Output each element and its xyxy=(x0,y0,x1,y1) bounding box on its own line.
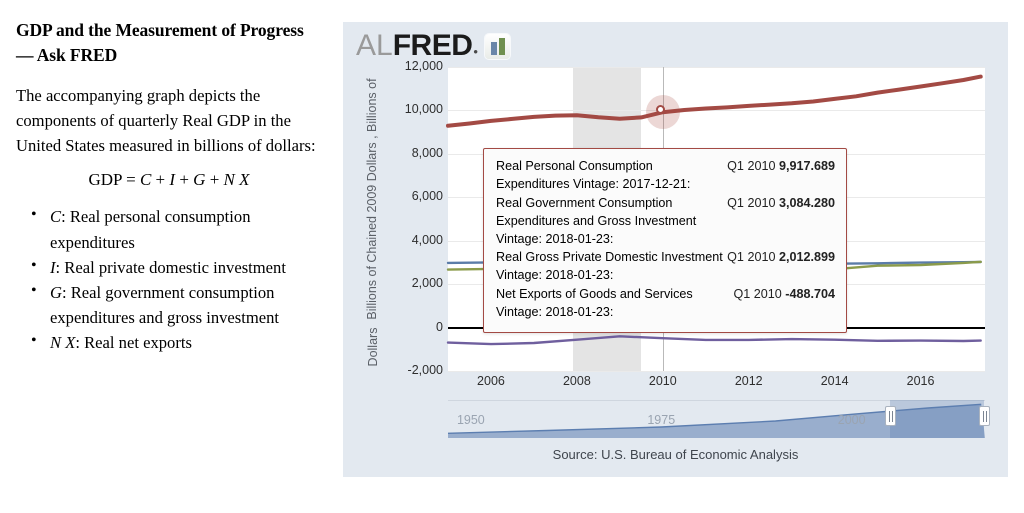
alfred-chart-panel: AL FRED • Billions of Chained 2009 Dolla… xyxy=(343,22,1008,477)
component-symbol: I xyxy=(50,257,56,277)
equation-equals: = xyxy=(126,170,136,190)
tooltip-series-label: Net Exports of Goods and Services Vintag… xyxy=(496,287,693,319)
bar-chart-icon xyxy=(484,33,510,59)
tooltip-period: Q1 2010 xyxy=(733,287,782,302)
gridline xyxy=(448,110,985,112)
x-axis-tick-labels: 2006 2008 2010 2012 2014 2016 xyxy=(448,374,985,394)
registered-mark-icon: • xyxy=(473,44,478,59)
list-item: N X: Real net exports xyxy=(31,329,322,355)
gridline xyxy=(448,67,985,68)
list-item: I: Real private domestic investment xyxy=(31,254,322,280)
alfred-logo[interactable]: AL FRED • xyxy=(356,29,510,63)
x-axis-tick: 2014 xyxy=(820,374,849,388)
tooltip-number: 9,917.689 xyxy=(778,159,835,173)
y-axis-tick-labels: 12,000 10,000 8,000 6,000 4,000 2,000 0 -2,000 xyxy=(343,59,443,377)
navigator-selected-range[interactable] xyxy=(889,400,985,438)
navigator-line xyxy=(448,403,982,434)
tooltip-series-value: Q1 2010 -488.704 xyxy=(733,286,835,322)
y-axis-tick: 6,000 xyxy=(411,189,443,204)
article-paragraph: The accompanying graph depicts the compo… xyxy=(16,85,316,156)
equation-var-g: G xyxy=(193,170,206,190)
page-title: GDP and the Measurement of Progress — As… xyxy=(16,20,304,65)
equation-var-i: I xyxy=(169,170,176,190)
tooltip-period: Q1 2010 xyxy=(727,159,776,173)
x-axis-tick: 2012 xyxy=(734,374,763,388)
article-column: GDP and the Measurement of Progress — As… xyxy=(0,0,336,513)
tooltip-number: 2,012.899 xyxy=(778,250,835,265)
navigator-top-rule xyxy=(448,400,985,401)
series-line xyxy=(446,335,982,346)
navigator-tick: 1975 xyxy=(647,413,676,427)
tooltip-number: -488.704 xyxy=(785,287,835,302)
range-start-handle[interactable] xyxy=(884,406,896,426)
y-axis-tick: 4,000 xyxy=(411,232,443,247)
y-axis-tick: 8,000 xyxy=(411,145,443,160)
component-symbol: G xyxy=(50,283,62,302)
x-axis-tick: 2016 xyxy=(906,374,935,388)
tooltip-series-label: Real Gross Private Domestic Investment V… xyxy=(496,250,723,283)
list-item: G: Real government consumption expenditu… xyxy=(31,279,322,330)
component-text: : Real personal consumption expenditures xyxy=(50,207,251,252)
equation-plus-2: + xyxy=(179,170,189,190)
component-symbol: N X xyxy=(50,333,76,353)
gdp-component-list: C: Real personal consumption expenditure… xyxy=(16,203,322,355)
source-note: Source: U.S. Bureau of Economic Analysis xyxy=(552,447,799,462)
x-axis-tick: 2006 xyxy=(477,374,505,388)
equation-var-nx: N X xyxy=(223,170,250,190)
equation-lhs: GDP xyxy=(88,170,122,190)
tooltip-series-value: Q1 2010 2,012.899 xyxy=(727,249,835,285)
tooltip-series-value: Q1 2010 9,917.689 xyxy=(727,158,835,194)
tooltip-series-label: Real Government Consumption Expenditures… xyxy=(496,195,697,246)
tooltip-row: Real Government Consumption Expenditures… xyxy=(496,195,835,249)
y-axis-tick: -2,000 xyxy=(407,363,443,377)
component-text: : Real private domestic investment xyxy=(55,257,286,277)
equation-plus-3: + xyxy=(209,170,220,190)
list-item: C: Real personal consumption expenditure… xyxy=(31,203,322,254)
tooltip-number: 3,084.280 xyxy=(778,195,835,210)
tooltip-row: Net Exports of Goods and Services Vintag… xyxy=(496,286,835,322)
series-tooltip: Real Personal Consumption Expenditures V… xyxy=(483,148,847,333)
component-symbol: C xyxy=(50,207,62,227)
y-axis-tick: 10,000 xyxy=(404,102,443,117)
y-axis-tick: 0 xyxy=(436,319,443,334)
y-axis-tick: 2,000 xyxy=(411,276,443,291)
tooltip-period: Q1 2010 xyxy=(727,195,776,210)
tooltip-period: Q1 2010 xyxy=(727,250,776,265)
logo-text-fred: FRED xyxy=(392,29,473,62)
tooltip-row: Real Personal Consumption Expenditures V… xyxy=(496,158,835,194)
navigator-area-chart xyxy=(448,403,985,438)
tooltip-row: Real Gross Private Domestic Investment V… xyxy=(496,249,835,285)
gridline xyxy=(448,371,985,372)
gdp-equation: GDP = C + I + G + N X xyxy=(16,170,322,190)
tooltip-series-label: Real Personal Consumption Expenditures V… xyxy=(496,159,691,191)
equation-var-c: C xyxy=(139,170,152,190)
equation-plus-1: + xyxy=(155,170,166,190)
tooltip-series-value: Q1 2010 3,084.280 xyxy=(727,195,835,249)
hover-point-marker[interactable] xyxy=(655,105,665,115)
y-axis-tick: 12,000 xyxy=(404,59,443,73)
x-axis-tick: 2008 xyxy=(562,374,591,388)
navigator-tick: 1950 xyxy=(456,413,485,427)
x-axis-tick: 2010 xyxy=(648,374,677,388)
navigator-tick: 2000 xyxy=(837,413,866,427)
component-text: : Real net exports xyxy=(75,333,192,353)
range-end-handle[interactable] xyxy=(979,406,991,426)
component-text: : Real government consumption expenditur… xyxy=(50,283,280,328)
logo-text-al: AL xyxy=(356,29,393,62)
range-navigator[interactable]: 1950 1975 2000 xyxy=(448,400,991,438)
series-line xyxy=(446,74,983,128)
